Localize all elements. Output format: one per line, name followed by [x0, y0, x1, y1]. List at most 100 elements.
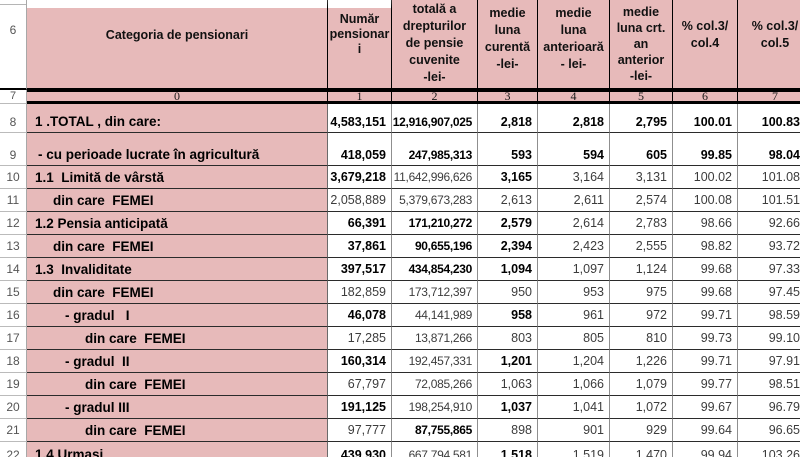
column-header-pct-col3-col5[interactable]: % col.3/ col.5 — [738, 0, 800, 90]
value-cell[interactable]: 898 — [478, 419, 538, 442]
value-cell[interactable]: 97,777 — [328, 419, 392, 442]
value-cell[interactable]: 3,164 — [538, 166, 610, 189]
value-cell[interactable]: 3,679,218 — [328, 166, 392, 189]
value-cell[interactable]: 173,712,397 — [392, 281, 478, 304]
value-cell[interactable]: 98.59 — [738, 304, 800, 327]
value-cell[interactable]: 99.77 — [673, 373, 738, 396]
value-cell[interactable]: 1,124 — [610, 258, 673, 281]
category-cell[interactable]: - gradul III — [27, 396, 328, 419]
value-cell[interactable]: 1,063 — [478, 373, 538, 396]
category-cell[interactable]: 1.2 Pensia anticipată — [27, 212, 328, 235]
value-cell[interactable]: 98.51 — [738, 373, 800, 396]
category-cell[interactable]: 1 .TOTAL , din care: — [27, 104, 328, 133]
row-number[interactable]: 12 — [0, 212, 27, 235]
row-number[interactable]: 14 — [0, 258, 27, 281]
value-cell[interactable]: 2,058,889 — [328, 189, 392, 212]
value-cell[interactable]: 98.04 — [738, 133, 800, 166]
value-cell[interactable]: 92.66 — [738, 212, 800, 235]
value-cell[interactable]: 2,555 — [610, 235, 673, 258]
value-cell[interactable]: 99.64 — [673, 419, 738, 442]
value-cell[interactable]: 87,755,865 — [392, 419, 478, 442]
value-cell[interactable]: 11,642,996,626 — [392, 166, 478, 189]
row-number[interactable]: 19 — [0, 373, 27, 396]
value-cell[interactable]: 100.08 — [673, 189, 738, 212]
value-cell[interactable]: 97.91 — [738, 350, 800, 373]
row-number[interactable]: 8 — [0, 104, 27, 133]
value-cell[interactable]: 4,583,151 — [328, 104, 392, 133]
category-cell[interactable]: din care FEMEI — [27, 235, 328, 258]
value-cell[interactable]: 1,470 — [610, 442, 673, 457]
value-cell[interactable]: 160,314 — [328, 350, 392, 373]
value-cell[interactable]: 810 — [610, 327, 673, 350]
category-cell[interactable]: din care FEMEI — [27, 189, 328, 212]
value-cell[interactable]: 96.79 — [738, 396, 800, 419]
value-cell[interactable]: 434,854,230 — [392, 258, 478, 281]
value-cell[interactable]: 1,079 — [610, 373, 673, 396]
value-cell[interactable]: 99.85 — [673, 133, 738, 166]
value-cell[interactable]: 99.71 — [673, 304, 738, 327]
value-cell[interactable]: 901 — [538, 419, 610, 442]
value-cell[interactable]: 2,613 — [478, 189, 538, 212]
value-cell[interactable]: 72,085,266 — [392, 373, 478, 396]
value-cell[interactable]: 13,871,266 — [392, 327, 478, 350]
value-cell[interactable]: 100.83 — [738, 104, 800, 133]
value-cell[interactable]: 961 — [538, 304, 610, 327]
row-number[interactable]: 11 — [0, 189, 27, 212]
column-header-medie-an-anterior[interactable]: Pensia medie luna crt. an anterior -lei- — [610, 0, 673, 90]
value-cell[interactable]: 37,861 — [328, 235, 392, 258]
value-cell[interactable]: 46,078 — [328, 304, 392, 327]
category-cell[interactable]: 1.3 Invaliditate — [27, 258, 328, 281]
value-cell[interactable]: 44,141,989 — [392, 304, 478, 327]
category-cell[interactable]: din care FEMEI — [27, 419, 328, 442]
value-cell[interactable]: 98.66 — [673, 212, 738, 235]
category-cell[interactable]: din care FEMEI — [27, 327, 328, 350]
column-header-categoria[interactable]: Categoria de pensionari — [27, 0, 328, 90]
value-cell[interactable]: 99.94 — [673, 442, 738, 457]
column-header-pensia-medie-anterioara[interactable]: Pensia medie luna anterioară - lei- — [538, 0, 610, 90]
value-cell[interactable]: 3,165 — [478, 166, 538, 189]
row-number[interactable]: 17 — [0, 327, 27, 350]
row-number[interactable]: 13 — [0, 235, 27, 258]
value-cell[interactable]: 3,131 — [610, 166, 673, 189]
value-cell[interactable]: 198,254,910 — [392, 396, 478, 419]
value-cell[interactable]: 2,394 — [478, 235, 538, 258]
value-cell[interactable]: 2,783 — [610, 212, 673, 235]
value-cell[interactable]: 1,097 — [538, 258, 610, 281]
value-cell[interactable]: 605 — [610, 133, 673, 166]
value-cell[interactable]: 2,423 — [538, 235, 610, 258]
value-cell[interactable]: 67,797 — [328, 373, 392, 396]
value-cell[interactable]: 1,094 — [478, 258, 538, 281]
value-cell[interactable]: 958 — [478, 304, 538, 327]
row-number[interactable]: 21 — [0, 419, 27, 442]
value-cell[interactable]: 99.10 — [738, 327, 800, 350]
value-cell[interactable]: 101.08 — [738, 166, 800, 189]
value-cell[interactable]: 2,574 — [610, 189, 673, 212]
value-cell[interactable]: 950 — [478, 281, 538, 304]
value-cell[interactable]: 972 — [610, 304, 673, 327]
value-cell[interactable]: 803 — [478, 327, 538, 350]
value-cell[interactable]: 98.82 — [673, 235, 738, 258]
value-cell[interactable]: 99.71 — [673, 350, 738, 373]
column-header-total-drepturi[interactable]: totală a drepturilor de pensie cuvenite … — [392, 0, 478, 90]
value-cell[interactable]: 17,285 — [328, 327, 392, 350]
row-header-7[interactable]: 7 — [0, 90, 27, 104]
value-cell[interactable]: 182,859 — [328, 281, 392, 304]
value-cell[interactable]: 2,611 — [538, 189, 610, 212]
row-number[interactable]: 9 — [0, 133, 27, 166]
row-header-6[interactable]: 6 — [0, 0, 27, 90]
row-number[interactable]: 16 — [0, 304, 27, 327]
value-cell[interactable]: 1,066 — [538, 373, 610, 396]
row-number[interactable]: 15 — [0, 281, 27, 304]
value-cell[interactable]: 96.65 — [738, 419, 800, 442]
category-cell[interactable]: 1.1 Limită de vârstă — [27, 166, 328, 189]
row-number[interactable]: 22 — [0, 442, 27, 457]
row-number[interactable]: 18 — [0, 350, 27, 373]
value-cell[interactable]: 97.45 — [738, 281, 800, 304]
value-cell[interactable]: 1,226 — [610, 350, 673, 373]
row-number[interactable]: 10 — [0, 166, 27, 189]
value-cell[interactable]: 2,579 — [478, 212, 538, 235]
value-cell[interactable]: 100.01 — [673, 104, 738, 133]
value-cell[interactable]: 99.68 — [673, 281, 738, 304]
value-cell[interactable]: 1,041 — [538, 396, 610, 419]
category-cell[interactable]: din care FEMEI — [27, 281, 328, 304]
